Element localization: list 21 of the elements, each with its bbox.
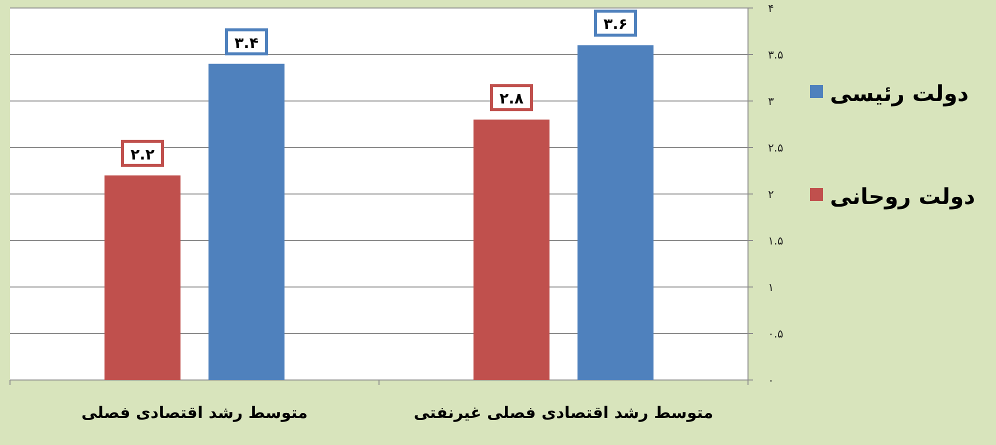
data-label: ۳.۴ — [234, 34, 259, 52]
y-tick-label: ۳ — [768, 95, 774, 108]
y-tick-label: ۴ — [768, 2, 774, 15]
y-tick-label: ۱ — [768, 281, 774, 294]
bar — [578, 45, 654, 380]
data-label: ۲.۲ — [130, 145, 155, 164]
legend-label: دولت رئیسی — [830, 82, 969, 107]
y-tick-label: ۲ — [768, 188, 774, 201]
y-tick-label: ۰.۵ — [768, 328, 784, 340]
legend-label: دولت روحانی — [830, 185, 976, 210]
y-tick-label: ۳.۵ — [768, 48, 784, 62]
bar — [104, 175, 180, 380]
y-tick-label: ۱.۵ — [768, 234, 784, 248]
y-tick-label: ۰ — [768, 374, 774, 387]
bar — [474, 120, 550, 380]
x-tick-label: متوسط رشد اقتصادی فصلی غیرنفتی — [414, 403, 714, 422]
bar — [208, 64, 284, 380]
y-tick-label: ۲.۵ — [768, 142, 784, 154]
x-tick-label: متوسط رشد اقتصادی فصلی — [81, 403, 308, 422]
data-label: ۲.۸ — [499, 90, 524, 108]
data-label: ۳.۶ — [603, 15, 628, 34]
